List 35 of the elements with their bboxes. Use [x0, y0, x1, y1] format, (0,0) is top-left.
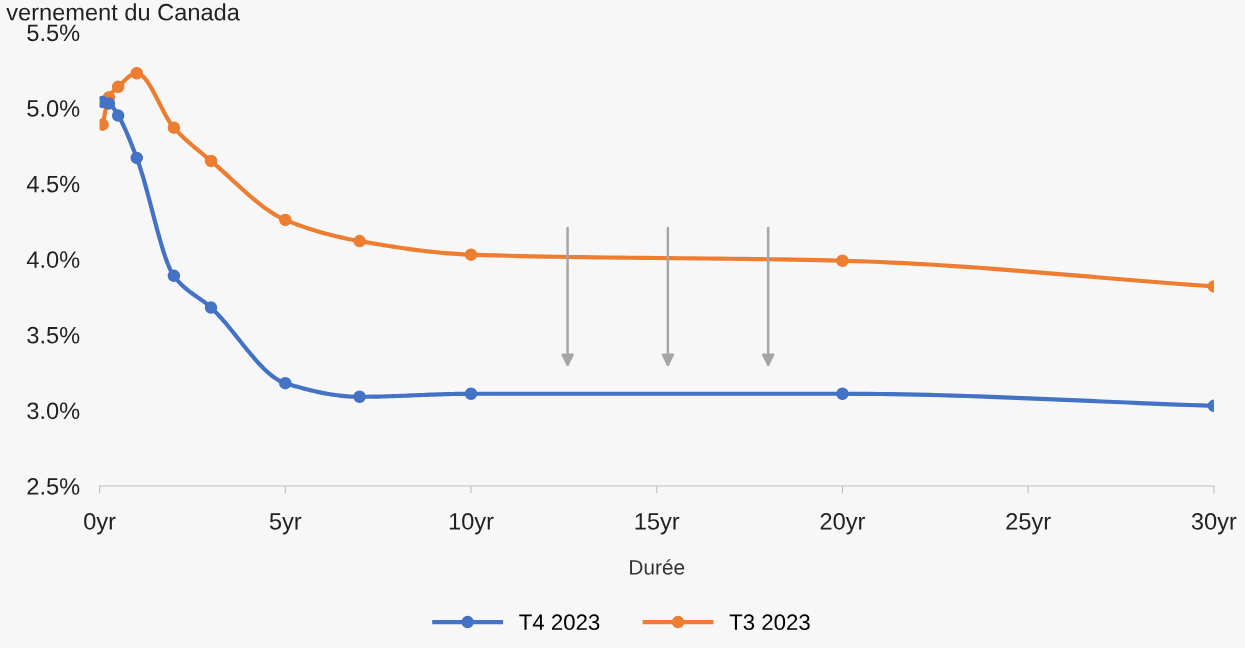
- point: [204, 301, 218, 314]
- point: [836, 254, 849, 267]
- point: [111, 80, 125, 94]
- y-tick-label: 4.5%: [26, 175, 80, 193]
- legend-label: T3 2023: [729, 614, 810, 631]
- point: [464, 248, 478, 261]
- point: [111, 109, 125, 122]
- point: [836, 387, 849, 401]
- y-tick-label: 5.0%: [27, 100, 80, 117]
- x-tick-label: 20yr: [820, 513, 866, 535]
- point: [167, 269, 181, 283]
- x-tick-label: 10yr: [449, 513, 494, 535]
- point: [102, 97, 116, 110]
- x-axis-title: Durée: [630, 559, 685, 575]
- point: [279, 213, 292, 227]
- x-tick-label: 0yr: [84, 513, 116, 535]
- legend-label: T4 2023: [519, 614, 600, 631]
- point: [353, 390, 366, 404]
- point: [353, 234, 366, 248]
- point: [279, 376, 292, 390]
- point: [167, 121, 181, 134]
- chart-title: vernement du Canada: [6, 3, 240, 21]
- y-tick-label: 4.0%: [26, 251, 80, 268]
- point: [130, 151, 143, 165]
- point: [464, 387, 478, 401]
- x-tick-label: 25yr: [1006, 513, 1051, 535]
- x-tick-label: 15yr: [635, 513, 680, 535]
- y-tick-label: 2.5%: [27, 478, 80, 495]
- y-tick-label: 3.0%: [27, 402, 80, 420]
- y-tick-label: 3.5%: [27, 326, 80, 344]
- y-tick-label: 5.5%: [27, 24, 80, 42]
- x-tick-label: 5yr: [269, 513, 302, 535]
- point: [204, 154, 218, 168]
- point: [130, 66, 143, 80]
- x-tick-label: 30yr: [1191, 513, 1237, 535]
